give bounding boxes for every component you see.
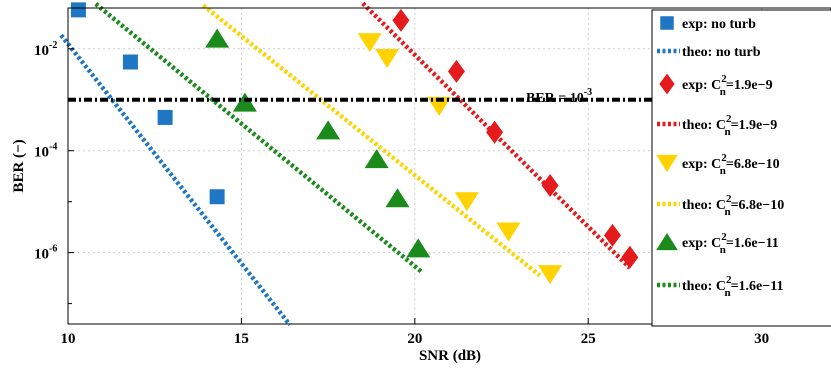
legend-label: theo: no turb xyxy=(682,45,761,60)
ber-threshold-label: BER = 10-3 xyxy=(526,87,592,106)
x-tick-label: 30 xyxy=(754,331,769,347)
data-point-diamond xyxy=(392,8,410,32)
x-tick-label: 15 xyxy=(234,331,249,347)
theory-lines xyxy=(59,1,632,327)
data-point-triangle-up xyxy=(364,149,389,169)
data-point-square xyxy=(157,109,173,125)
plot-frame xyxy=(67,7,831,325)
y-tick-label: 10-4 xyxy=(34,142,57,161)
x-axis-label: SNR (dB) xyxy=(419,348,481,364)
legend-label: exp: C2 n=1.9e−9 xyxy=(682,73,773,98)
data-point-triangle-down xyxy=(538,265,563,285)
x-tick-label: 20 xyxy=(407,331,422,347)
data-point-triangle-up xyxy=(205,28,230,48)
data-point-triangle-up xyxy=(385,188,410,208)
legend-label: theo: C2 n=6.8e−10 xyxy=(682,193,784,218)
data-point-square xyxy=(70,2,86,18)
legend-box xyxy=(651,9,831,327)
legend-label: exp: C2 n=1.6e−11 xyxy=(682,231,779,256)
legend: exp: no turb theo: no turb exp: C2 n=1.9e−9… xyxy=(651,9,831,327)
data-point-diamond xyxy=(621,245,639,269)
data-point-diamond xyxy=(486,120,504,144)
x-tick-label: 10 xyxy=(61,331,76,347)
data-point-triangle-up xyxy=(232,92,257,112)
data-point-square xyxy=(209,189,225,205)
theory-line xyxy=(59,33,292,327)
legend-label: exp: no turb xyxy=(682,17,756,32)
data-point-diamond xyxy=(447,59,465,83)
data-point-triangle-down xyxy=(427,96,452,116)
legend-label: exp: C2 n=6.8e−10 xyxy=(682,152,780,177)
theory-line xyxy=(94,2,424,274)
axis-ticks: 10 15 20 25 30 10-2 10-4 10-6 xyxy=(34,40,769,347)
data-point-triangle-down xyxy=(454,192,479,212)
data-point-triangle-up xyxy=(316,120,341,140)
experiment-markers xyxy=(70,2,639,285)
legend-symbol xyxy=(656,154,678,172)
data-point-triangle-up xyxy=(406,238,431,258)
theory-line xyxy=(201,3,542,278)
legend-label: theo: C2 n=1.6e−11 xyxy=(682,274,783,299)
data-point-triangle-down xyxy=(357,33,382,53)
y-tick-label: 10-2 xyxy=(34,40,57,59)
legend-label: theo: C2 n=1.9e−9 xyxy=(682,113,777,138)
y-tick-label: 10-6 xyxy=(34,244,57,263)
data-point-triangle-down xyxy=(375,48,400,68)
legend-symbol xyxy=(656,233,678,251)
legend-symbol xyxy=(660,16,674,30)
data-point-square xyxy=(122,54,138,70)
data-point-triangle-down xyxy=(496,222,521,242)
y-axis-label: BER (−) xyxy=(11,139,27,192)
legend-symbol xyxy=(659,73,675,95)
data-point-diamond xyxy=(604,223,622,247)
x-tick-label: 25 xyxy=(581,331,596,347)
data-point-diamond xyxy=(541,173,559,197)
